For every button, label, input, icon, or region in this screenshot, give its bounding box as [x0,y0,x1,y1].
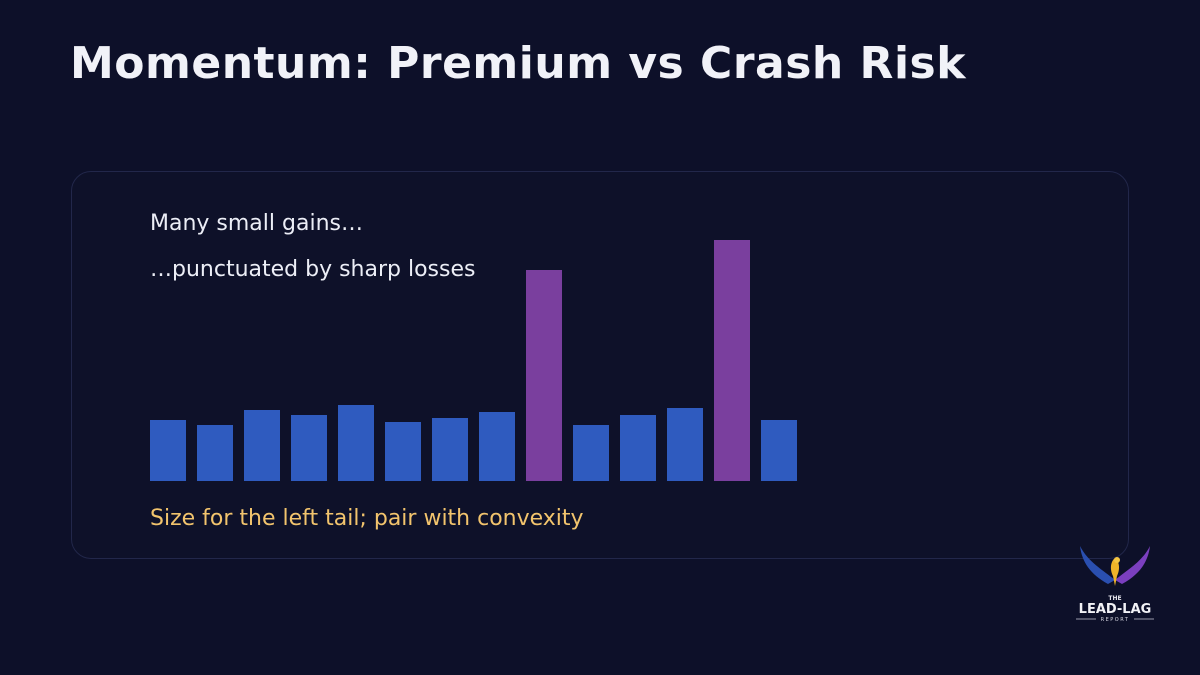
page-title: Momentum: Premium vs Crash Risk [70,38,966,89]
chart-card [71,171,1129,559]
gain-bar [197,425,233,481]
gain-bar [244,410,280,481]
bar-chart [150,230,800,481]
gain-bar [338,405,374,481]
svg-text:REPORT: REPORT [1101,617,1130,623]
gain-bar [291,415,327,481]
gain-bar [385,422,421,481]
svg-text:LEAD-LAG: LEAD-LAG [1079,602,1152,617]
gain-bar [479,412,515,481]
svg-text:THE: THE [1108,595,1121,602]
gain-bar [620,415,656,481]
takeaway-text: Size for the left tail; pair with convex… [150,506,584,531]
gain-bar [761,420,797,481]
phoenix-logo-icon: THE LEAD-LAG REPORT [1076,546,1154,623]
gain-bar [150,420,186,481]
loss-bar [526,270,562,481]
lead-lag-logo: THE LEAD-LAG REPORT [1068,540,1163,628]
gain-bar [432,418,468,481]
gain-bar [667,408,703,481]
gain-bar [573,425,609,481]
loss-bar [714,240,750,481]
losses-label: …punctuated by sharp losses [150,257,476,282]
gains-label: Many small gains… [150,211,363,236]
